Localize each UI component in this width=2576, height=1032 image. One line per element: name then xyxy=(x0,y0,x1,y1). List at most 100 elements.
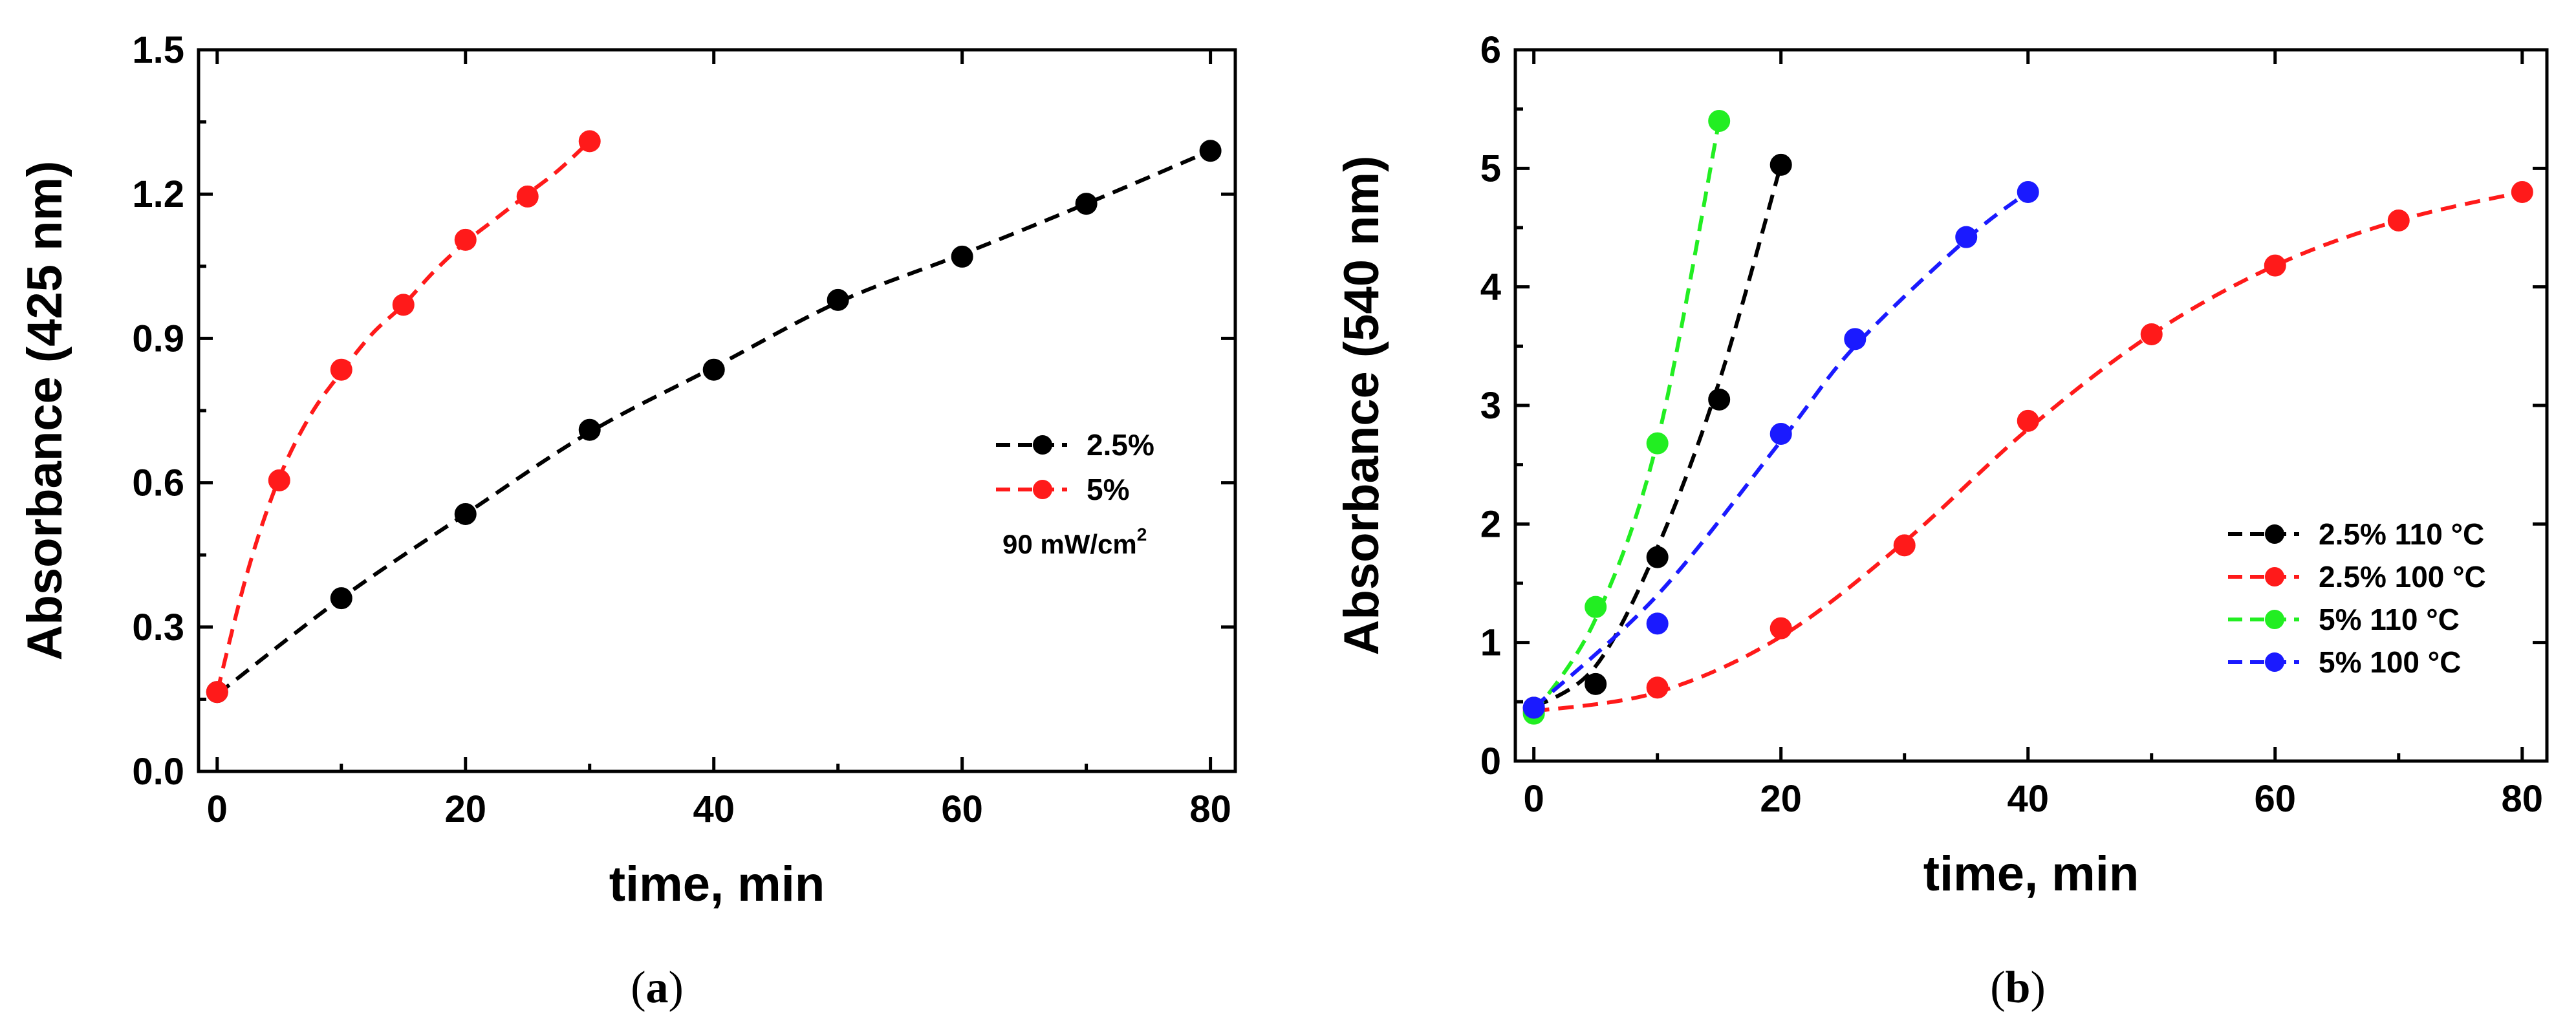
data-point xyxy=(2387,210,2410,231)
data-point xyxy=(1770,617,1792,640)
data-point xyxy=(516,185,539,208)
fit-line xyxy=(215,140,591,693)
y-tick-label: 4 xyxy=(1480,266,1501,308)
data-point xyxy=(1770,423,1792,445)
data-point xyxy=(1646,546,1669,568)
fit-line xyxy=(1533,190,2523,713)
x-tick-label: 60 xyxy=(2255,778,2297,820)
data-point xyxy=(2017,409,2039,432)
data-point xyxy=(578,418,601,441)
y-tick-label: 0.3 xyxy=(132,607,184,649)
series-5%-110-C xyxy=(1522,110,1731,725)
data-point xyxy=(2511,181,2533,203)
series-5%-100-C xyxy=(1522,181,2039,719)
data-point xyxy=(206,681,228,704)
x-tick-label: 0 xyxy=(207,788,228,830)
y-tick-label: 0.9 xyxy=(132,317,184,360)
y-tick-label: 5 xyxy=(1480,147,1501,189)
y-tick-label: 1.5 xyxy=(132,29,184,71)
legend-label: 5% 110 °C xyxy=(2319,603,2460,636)
legend-label: 2.5% 100 °C xyxy=(2319,560,2486,594)
data-point xyxy=(1646,676,1669,699)
legend-marker xyxy=(2265,524,2284,544)
chart-panel-b: 0 20 40 60 80 0 1 2 3 4 5 6 time, min Absorbance (540… xyxy=(1334,29,2549,1013)
data-point xyxy=(268,469,290,491)
data-point xyxy=(1585,596,1607,618)
data-point xyxy=(1708,110,1731,132)
data-point xyxy=(2017,181,2039,203)
series-2.5%-100-C xyxy=(1522,181,2533,722)
y-tick-label: 0 xyxy=(1480,740,1501,782)
data-point xyxy=(1646,612,1669,635)
series-2.5% xyxy=(206,140,1222,704)
legend-label: 5% xyxy=(1087,473,1129,506)
fit-line xyxy=(215,149,1211,696)
data-point xyxy=(951,245,973,268)
plot-frame xyxy=(197,48,1237,773)
x-tick-label: 20 xyxy=(1760,778,1802,820)
data-point xyxy=(1955,226,1978,248)
data-point xyxy=(1893,534,1916,557)
x-tick-label: 60 xyxy=(941,788,983,830)
caption-letter: a xyxy=(646,963,669,1013)
caption-close: ) xyxy=(2030,963,2045,1013)
fit-line xyxy=(1532,164,1783,710)
data-point xyxy=(1199,140,1222,162)
x-tick-label: 80 xyxy=(1189,788,1231,830)
y-tick-label: 6 xyxy=(1480,29,1501,71)
legend-note-superscript: 2 xyxy=(1137,524,1147,544)
x-axis-title: time, min xyxy=(1923,846,2139,901)
data-point xyxy=(1708,388,1731,411)
y-tick-label: 3 xyxy=(1480,385,1501,427)
panel-caption: (a) xyxy=(631,963,684,1013)
data-point xyxy=(1522,696,1545,719)
data-point xyxy=(827,288,849,311)
data-point xyxy=(330,358,352,381)
legend-marker xyxy=(1033,435,1052,455)
legend-marker xyxy=(2265,567,2284,586)
y-tick-label: 1.2 xyxy=(132,173,184,215)
y-tick-label: 2 xyxy=(1480,503,1501,545)
data-point xyxy=(1585,672,1607,695)
legend-label: 2.5% 110 °C xyxy=(2319,517,2484,551)
data-point xyxy=(702,358,725,381)
legend: 2.5% 5% 90 mW/cm2 xyxy=(996,428,1154,559)
x-tick-label: 40 xyxy=(2007,778,2049,820)
fit-line xyxy=(1532,190,2029,709)
y-axis-title: Absorbance (425 nm) xyxy=(17,161,72,661)
x-tick-label: 80 xyxy=(2502,778,2544,820)
data-point xyxy=(454,228,477,251)
caption-letter: b xyxy=(2006,963,2031,1013)
caption-close: ) xyxy=(669,963,684,1013)
data-point xyxy=(1844,328,1867,350)
legend-marker xyxy=(2265,610,2284,629)
data-point xyxy=(578,130,601,153)
x-tick-label: 20 xyxy=(444,788,486,830)
data-point xyxy=(454,502,477,525)
y-tick-label: 0.6 xyxy=(132,462,184,504)
legend-label: 5% 100 °C xyxy=(2319,645,2461,679)
data-point xyxy=(392,294,415,316)
data-point xyxy=(2140,323,2163,345)
legend-marker xyxy=(2265,652,2284,672)
x-tick-label: 0 xyxy=(1524,778,1544,820)
data-point xyxy=(1646,432,1669,455)
legend-note-text: 90 mW/cm xyxy=(1002,529,1137,559)
data-point xyxy=(1075,193,1098,215)
data-point xyxy=(1770,153,1792,176)
x-tick-label: 40 xyxy=(693,788,735,830)
data-point xyxy=(330,587,352,610)
legend-note: 90 mW/cm2 xyxy=(1002,524,1147,559)
legend-marker xyxy=(1033,480,1052,499)
series-5% xyxy=(206,130,601,704)
caption-open: ( xyxy=(1990,963,2005,1013)
data-point xyxy=(2264,254,2286,277)
y-tick-label: 1 xyxy=(1480,622,1501,664)
y-tick-label: 0.0 xyxy=(132,751,184,793)
legend-label: 2.5% xyxy=(1087,428,1154,462)
panel-caption: (b) xyxy=(1990,963,2046,1013)
caption-open: ( xyxy=(631,963,645,1013)
x-axis-title: time, min xyxy=(609,857,825,912)
legend: 2.5% 110 °C 2.5% 100 °C 5% 110 °C 5% 100 °C xyxy=(2228,517,2486,679)
